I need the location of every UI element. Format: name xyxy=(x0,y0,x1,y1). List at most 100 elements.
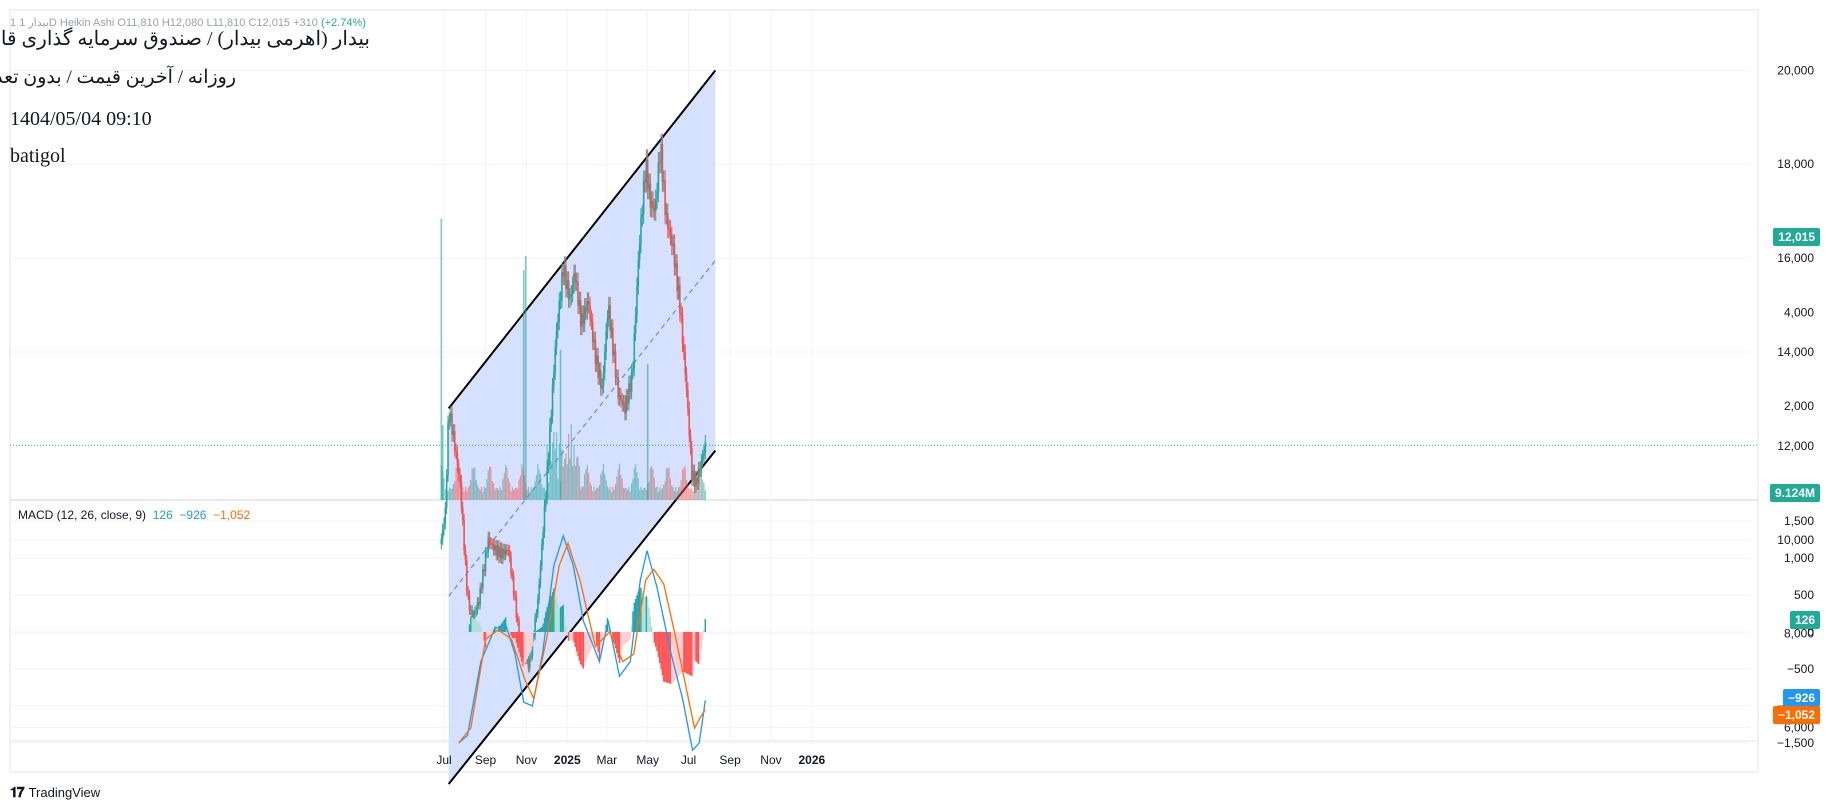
candle-body xyxy=(669,229,672,236)
candle xyxy=(604,344,606,381)
candle-body xyxy=(528,657,531,669)
macd-histogram-bar xyxy=(646,597,649,632)
macd-histogram-bar xyxy=(525,632,527,663)
candle-body xyxy=(648,183,650,190)
candle xyxy=(586,292,589,320)
candle-body xyxy=(494,545,496,551)
macd-histogram-bar xyxy=(574,632,577,647)
candle-body xyxy=(613,351,615,356)
volume-bar xyxy=(598,485,601,500)
candle xyxy=(444,501,447,530)
volume-bar xyxy=(602,463,605,500)
candle-body xyxy=(582,313,585,324)
volume-bar xyxy=(590,485,592,500)
candle xyxy=(646,149,649,200)
volume-bar xyxy=(455,467,457,500)
macd-histogram-bar xyxy=(538,628,540,632)
candle-body xyxy=(687,389,689,409)
candle xyxy=(579,291,582,336)
volume-bar xyxy=(703,482,705,500)
candle-body xyxy=(541,544,543,566)
candle-body xyxy=(684,352,686,375)
macd-histogram-bar xyxy=(558,608,560,632)
macd-histogram-bar xyxy=(545,611,547,632)
volume-bar xyxy=(704,490,706,500)
candle xyxy=(637,250,640,295)
candle xyxy=(538,578,540,605)
time-tick-label: 2025 xyxy=(554,753,581,767)
macd-histogram-bar xyxy=(539,627,542,632)
volume-bar xyxy=(636,472,638,500)
volume-bar xyxy=(660,489,662,500)
macd-histogram-bar xyxy=(668,632,670,684)
macd-histogram-bar xyxy=(483,632,485,641)
volume-tick-label: 2,000 xyxy=(1784,399,1814,413)
macd-histogram-bar xyxy=(699,632,701,660)
candle-body xyxy=(638,244,641,260)
candle xyxy=(633,324,636,377)
volume-bar xyxy=(537,464,539,500)
macd-histogram-bar xyxy=(475,620,477,632)
candle xyxy=(657,151,660,203)
candle-body xyxy=(443,523,445,530)
candle-body xyxy=(539,565,542,584)
candle xyxy=(634,306,637,342)
macd-legend[interactable]: MACD (12, 26, close, 9) 126 −926 −1,052 xyxy=(18,508,250,522)
macd-histogram-bar xyxy=(681,632,684,672)
macd-histogram-bar xyxy=(571,632,574,641)
candle xyxy=(654,189,657,221)
candle-body xyxy=(617,377,619,399)
candle xyxy=(675,254,677,276)
volume-bar xyxy=(553,431,555,500)
candle-body xyxy=(459,474,461,482)
volume-bar xyxy=(557,479,559,500)
volume-bar xyxy=(641,489,643,500)
candle xyxy=(516,612,519,626)
candle-body xyxy=(699,468,701,471)
price-tick-label: 16,000 xyxy=(1777,251,1814,265)
candle-body xyxy=(691,448,693,480)
candle xyxy=(563,256,566,286)
candle xyxy=(608,296,610,327)
candle xyxy=(688,401,691,443)
candle xyxy=(535,608,538,623)
volume-bar xyxy=(628,486,630,500)
candle-body xyxy=(464,550,467,561)
macd-histogram-bar xyxy=(652,632,654,636)
macd-histogram-bar xyxy=(653,632,656,643)
candle-body xyxy=(567,280,570,300)
tradingview-brand[interactable]: 𝟏𝟕 TradingView xyxy=(10,784,100,801)
candle xyxy=(626,388,629,411)
candle xyxy=(625,388,628,421)
volume-bar xyxy=(534,480,536,500)
volume-bar xyxy=(494,489,496,500)
macd-histogram-bar xyxy=(553,588,555,632)
candle xyxy=(578,291,581,315)
time-tick-label: Jul xyxy=(436,753,451,767)
candle xyxy=(583,298,586,333)
volume-bar xyxy=(444,488,446,500)
macd-histogram-bar xyxy=(510,632,512,636)
macd-histogram-bar xyxy=(527,632,530,656)
candle xyxy=(558,292,561,331)
macd-histogram-bar xyxy=(566,632,568,636)
candle-body xyxy=(601,385,603,389)
volume-bar xyxy=(609,487,611,500)
candle xyxy=(649,173,652,218)
candle xyxy=(541,538,543,571)
chart-subtitle: روزانه / آخرین قیمت / بدون تعدیل xyxy=(0,67,236,88)
candle-body xyxy=(538,583,540,600)
candle xyxy=(666,203,669,239)
candle-body xyxy=(549,425,551,459)
candle xyxy=(547,452,550,474)
time-tick-label: Sep xyxy=(475,753,497,767)
macd-histogram-bar xyxy=(656,632,658,651)
macd-histogram-bar xyxy=(704,618,706,632)
macd-histogram-bar xyxy=(551,592,554,632)
candle-body xyxy=(482,569,484,589)
macd-histogram-bar xyxy=(644,597,646,632)
candle-body xyxy=(594,339,597,365)
candle-body xyxy=(566,280,569,289)
macd-histogram-bar xyxy=(697,632,700,665)
